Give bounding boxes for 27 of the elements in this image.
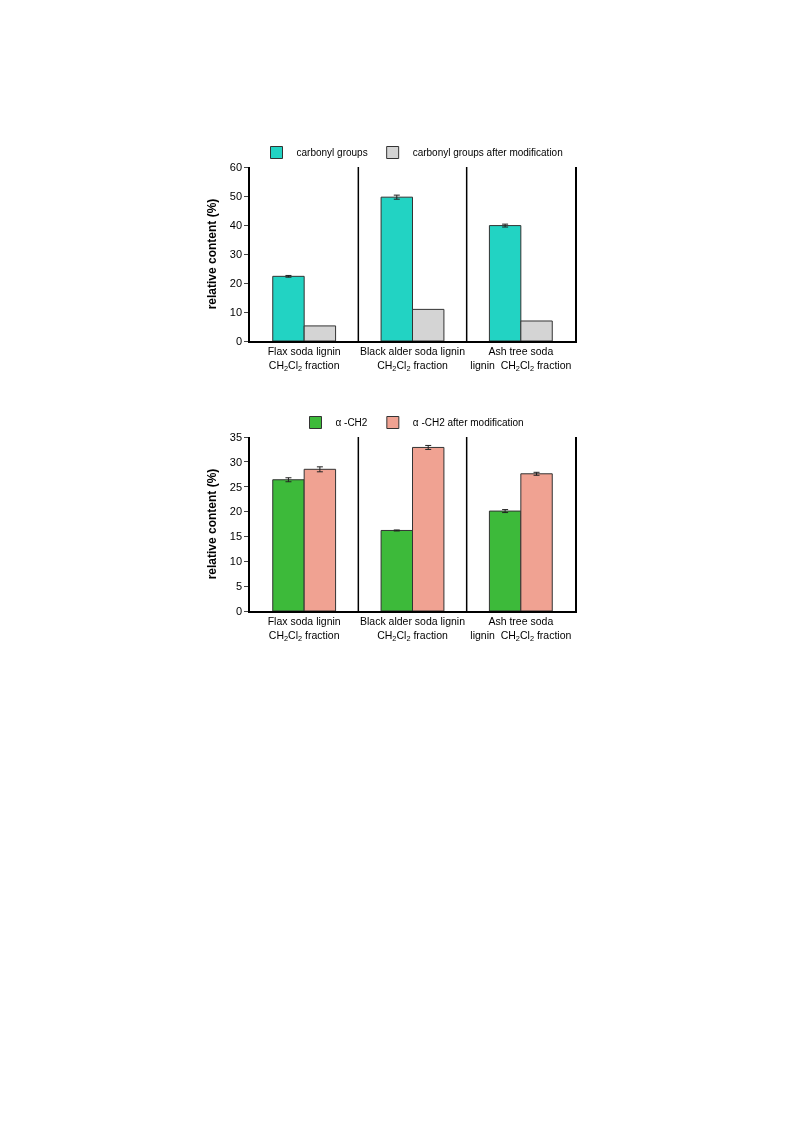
legend-label: carbonyl groups after modification (412, 147, 563, 159)
legend-label: α -CH2 after modification (412, 417, 524, 429)
x-tick-label: Flax soda lignin CH$_{2}$Cl$_{2}$ fraction (267, 345, 341, 374)
y-tick-label: 35 (229, 430, 243, 443)
legend-label: α -CH2 (335, 417, 368, 429)
y-tick-label: 10 (229, 305, 243, 318)
y-tick-label: 30 (229, 455, 243, 468)
x-tick-label: Black alder soda lignin CH$_{2}$Cl$_{2}$ fraction (359, 615, 466, 644)
y-tick-label: 20 (229, 276, 243, 289)
y-tick-label: 50 (229, 189, 243, 202)
x-tick-label: Flax soda lignin CH$_{2}$Cl$_{2}$ fraction (267, 615, 341, 644)
y-tick-label: 30 (229, 247, 243, 260)
x-tick-label: Ash tree soda lignin CH$_{2}$Cl$_{2}$ fraction (470, 345, 572, 374)
y-tick-label: 0 (235, 334, 243, 347)
y-tick-label: 5 (235, 579, 243, 592)
y-axis-title: relative content (%) (204, 198, 219, 310)
y-axis-title: relative content (%) (204, 468, 219, 580)
x-tick-label: Black alder soda lignin CH$_{2}$Cl$_{2}$ fraction (359, 345, 466, 374)
y-tick-label: 0 (235, 604, 243, 617)
y-tick-label: 10 (229, 555, 243, 568)
legend-label: carbonyl groups (296, 147, 368, 159)
y-tick-label: 60 (229, 160, 243, 173)
y-tick-label: 25 (229, 480, 243, 493)
y-tick-label: 20 (229, 505, 243, 518)
x-tick-label: Ash tree soda lignin CH$_{2}$Cl$_{2}$ fraction (470, 615, 572, 644)
y-tick-label: 15 (229, 530, 243, 543)
y-tick-label: 40 (229, 218, 243, 231)
